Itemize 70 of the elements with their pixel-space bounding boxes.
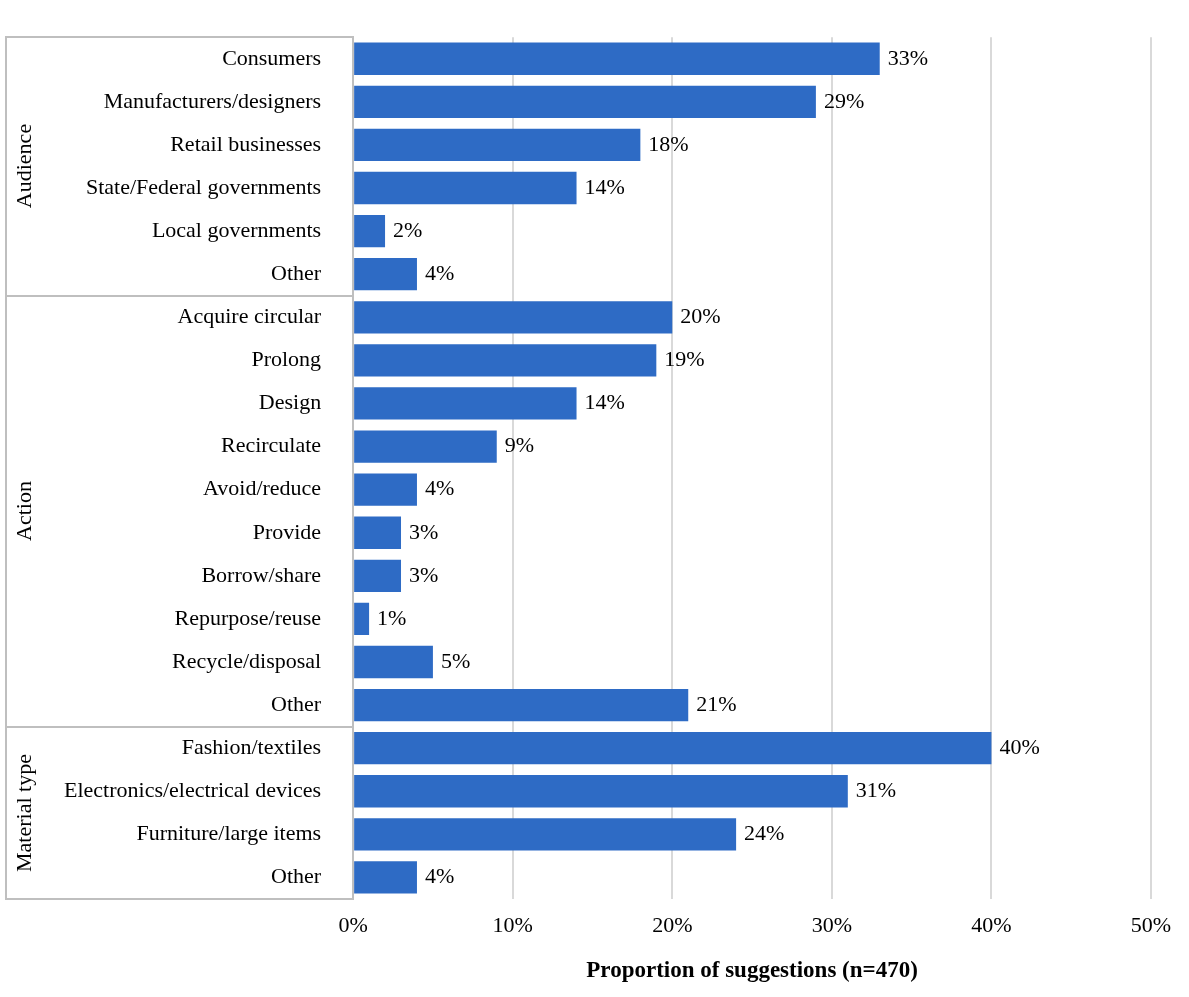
data-label: 4% (424, 259, 455, 285)
y-tick-label: Recirculate (220, 432, 322, 458)
data-label: 9% (504, 432, 535, 458)
x-tick-label: 30% (811, 911, 853, 937)
text: Material type (11, 753, 37, 872)
y-tick-label: Acquire circular (177, 303, 322, 329)
bar (354, 645, 433, 679)
data-label: 24% (744, 820, 785, 846)
y-tick-label: Other (271, 259, 322, 285)
data-label: 3% (409, 518, 439, 544)
data-label: 14% (584, 389, 625, 415)
data-label: 19% (664, 346, 705, 372)
bar (354, 775, 848, 808)
bar (354, 559, 402, 592)
data-label: 21% (696, 690, 737, 716)
y-tick-label: Other (271, 863, 322, 889)
bar (354, 128, 641, 162)
bar (354, 861, 417, 894)
bar (354, 602, 370, 636)
text: Action (11, 481, 37, 542)
y-tick-label: Repurpose/reuse (174, 604, 322, 630)
data-label: 40% (999, 733, 1040, 759)
y-tick-label: State/Federal governments (85, 173, 322, 199)
y-tick-label: Consumers (222, 44, 322, 70)
y-tick-label: Borrow/share (201, 561, 322, 587)
data-label: 29% (823, 87, 865, 113)
data-label: 20% (680, 303, 721, 329)
y-tick-label: Local governments (151, 216, 322, 242)
data-label: 2% (393, 216, 423, 242)
bar (354, 473, 417, 506)
x-tick-label: 0% (338, 911, 368, 937)
bar (354, 258, 417, 291)
bar (354, 732, 992, 765)
y-tick-label: Electronics/electrical devices (64, 777, 322, 803)
data-label: 31% (855, 777, 897, 803)
bar (354, 430, 497, 463)
x-tick-label: 50% (1130, 911, 1172, 937)
y-tick-label: Other (271, 690, 322, 716)
y-tick-label: Avoid/reduce (203, 475, 322, 501)
y-tick-label: Manufacturers/designers (103, 87, 322, 113)
bar (354, 344, 657, 377)
y-tick-label: Design (258, 389, 322, 415)
x-tick-label: 40% (971, 911, 1012, 937)
text: Audience (11, 124, 37, 209)
y-tick-label: Furniture/large items (136, 820, 322, 846)
y-tick-label: Prolong (251, 346, 322, 372)
data-label: 18% (648, 130, 689, 156)
y-tick-label: Fashion/textiles (181, 733, 322, 759)
bar (354, 85, 816, 118)
y-tick-label: Retail businesses (170, 130, 322, 156)
bar (354, 214, 386, 248)
bar (354, 42, 880, 75)
data-label: 3% (409, 561, 439, 587)
x-axis-title: Proportion of suggestions (n=470) (586, 957, 918, 983)
x-tick-label: 20% (652, 911, 693, 937)
bar (354, 301, 673, 334)
bar (354, 818, 737, 851)
bar (354, 688, 689, 722)
bar (354, 387, 577, 420)
data-label: 5% (440, 647, 471, 673)
x-tick-label: 10% (492, 911, 533, 937)
data-label: 33% (887, 44, 929, 70)
data-label: 4% (424, 475, 455, 501)
data-label: 14% (584, 173, 625, 199)
bar (354, 171, 577, 205)
y-tick-label: Recycle/disposal (172, 647, 322, 673)
bar (354, 516, 402, 549)
data-label: 1% (377, 604, 407, 630)
data-label: 4% (424, 863, 455, 889)
y-tick-label: Provide (252, 518, 322, 544)
